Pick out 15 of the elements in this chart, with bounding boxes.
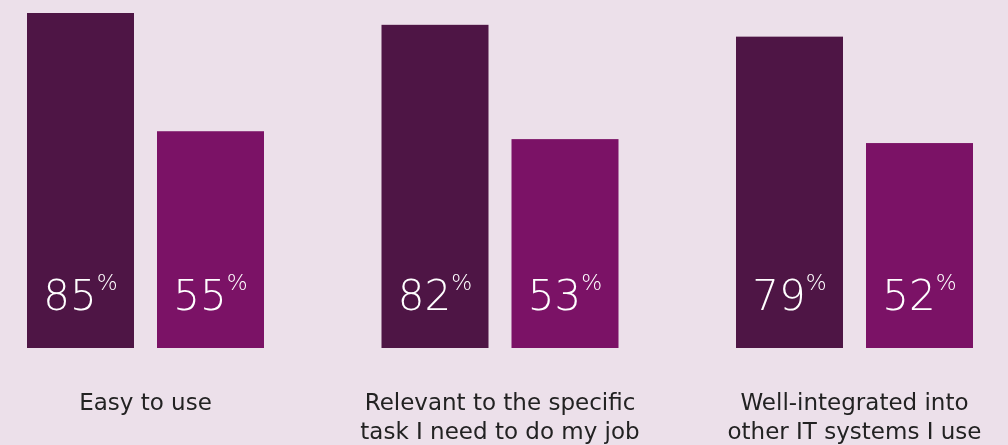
- bar: [27, 13, 134, 348]
- bar: [736, 36, 843, 348]
- x-tick-label: Easy to use: [79, 389, 212, 415]
- data-label: 79$^{%}$: [752, 270, 827, 320]
- data-label: 82$^{%}$: [397, 270, 473, 320]
- bar: [381, 24, 489, 348]
- data-label: 53$^{%}$: [527, 270, 603, 320]
- bar: [157, 131, 264, 348]
- x-tick-label: Relevant to the specific task I need to do my job: [360, 389, 640, 444]
- x-tick-label: Well-integrated into other IT systems I use: [727, 389, 982, 444]
- bar: [866, 143, 973, 348]
- bar: [511, 139, 619, 348]
- data-label: 52$^{%}$: [882, 270, 957, 320]
- data-label: 55$^{%}$: [173, 270, 248, 320]
- data-label: 85$^{%}$: [43, 270, 118, 320]
